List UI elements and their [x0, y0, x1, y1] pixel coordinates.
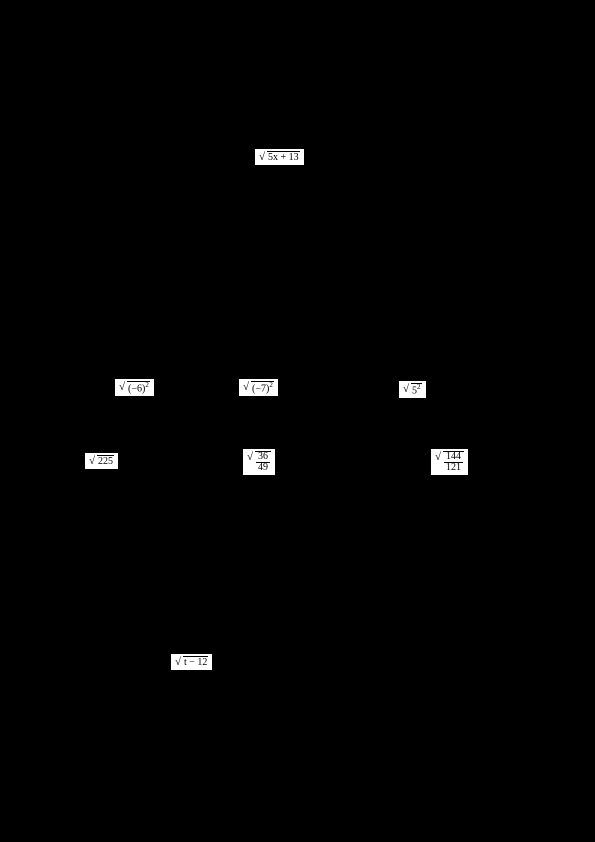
expr-body: 5x + 13	[268, 152, 299, 163]
expr-body: t − 12	[184, 657, 207, 668]
expr-e7: 144 121	[430, 448, 469, 476]
expr-den: 121	[444, 463, 463, 473]
expr-body: (−6)	[128, 383, 145, 394]
expr-sup: 2	[269, 381, 273, 389]
expr-e6: 36 49	[242, 448, 276, 476]
page: 5x + 13 (−6)2 (−7)2 52 225 36 49 144 121…	[0, 0, 595, 842]
expr-e1: 5x + 13	[254, 148, 305, 166]
expr-sup: 2	[145, 381, 149, 389]
expr-sup: 2	[417, 383, 421, 391]
expr-body: 225	[98, 456, 113, 467]
expr-e4: 52	[398, 380, 427, 399]
expr-e8: t − 12	[170, 653, 213, 671]
expr-den: 49	[256, 463, 270, 473]
expr-body: (−7)	[252, 383, 269, 394]
expr-e3: (−7)2	[238, 378, 279, 397]
expr-e2: (−6)2	[114, 378, 155, 397]
expr-e5: 225	[84, 452, 119, 470]
